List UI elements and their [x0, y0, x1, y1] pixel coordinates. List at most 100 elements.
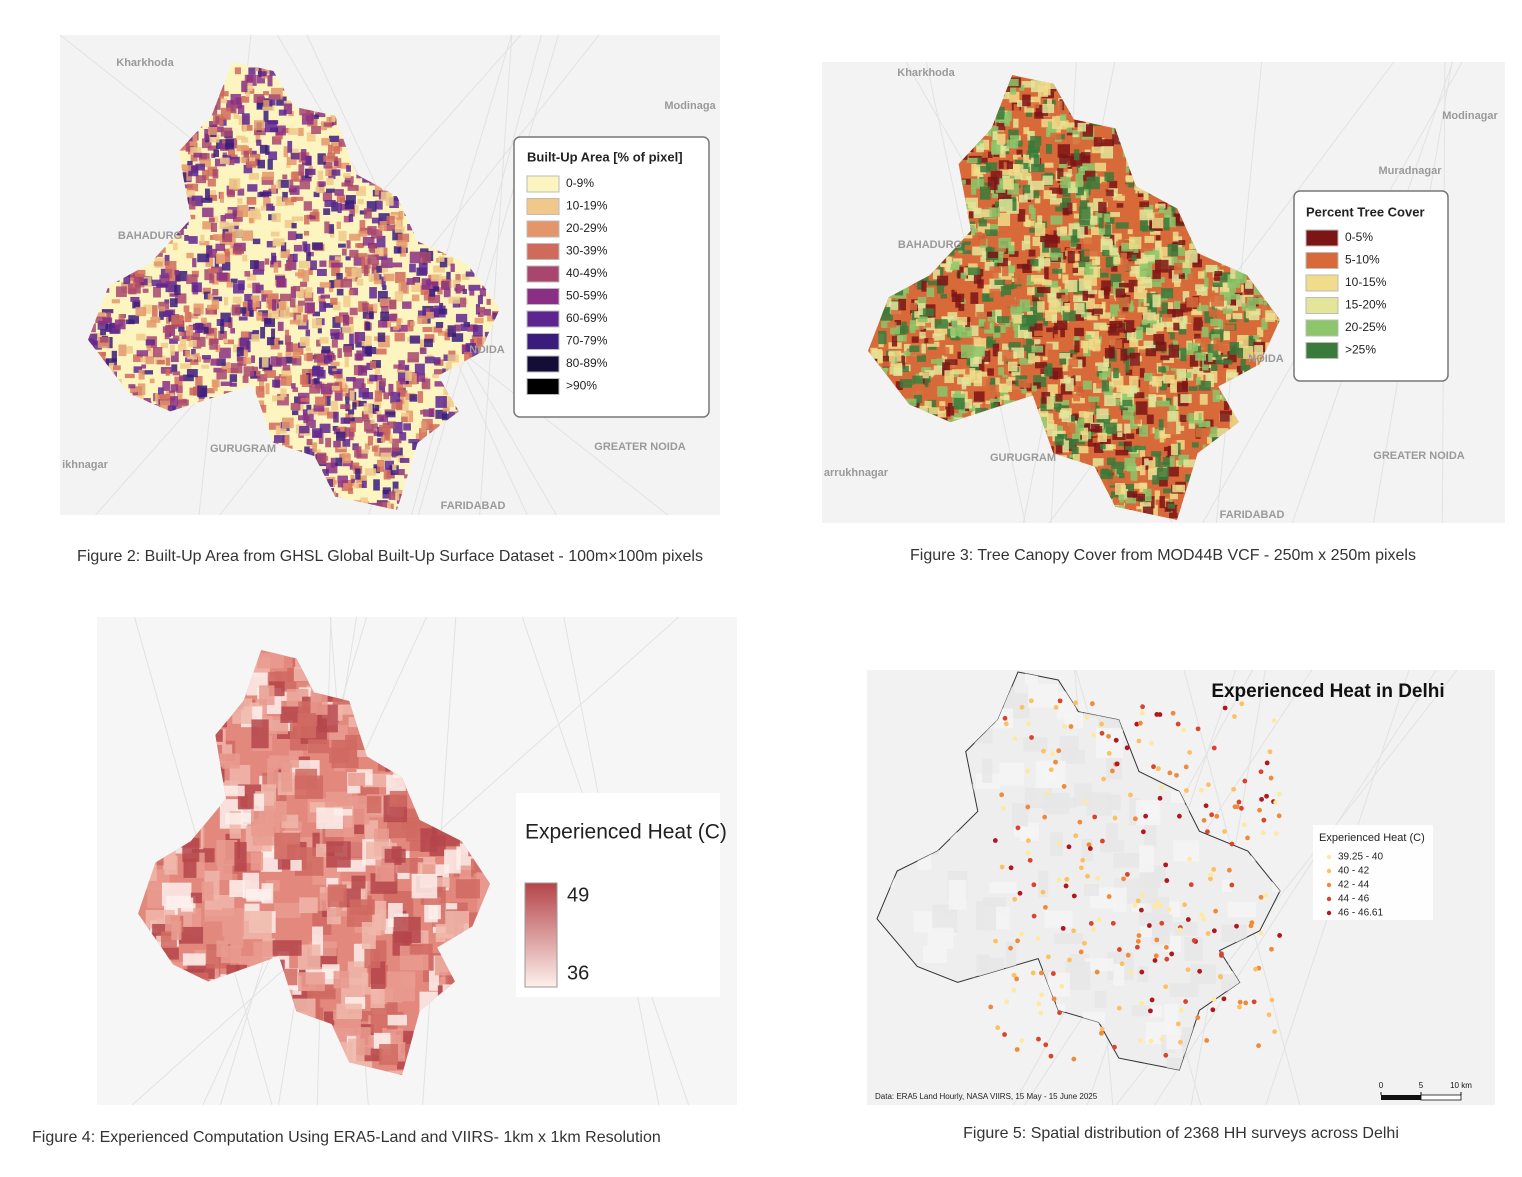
- texture-cell: [273, 238, 284, 245]
- texture-cell: [193, 153, 201, 158]
- texture-cell: [201, 365, 209, 369]
- texture-cell: [399, 211, 404, 219]
- texture-cell: [274, 435, 285, 443]
- texture-cell: [455, 325, 461, 332]
- texture-cell: [1152, 217, 1163, 229]
- texture-cell: [188, 236, 197, 244]
- texture-cell: [1223, 333, 1229, 341]
- texture-cell: [362, 303, 369, 311]
- texture-cell: [365, 468, 376, 475]
- texture-cell: [220, 322, 224, 333]
- texture-cell: [285, 330, 289, 336]
- texture-cell: [116, 286, 127, 297]
- texture-cell: [186, 253, 193, 258]
- texture-cell: [369, 311, 374, 318]
- texture-cell: [1172, 485, 1185, 493]
- texture-cell: [357, 199, 363, 204]
- texture-cell: [384, 470, 391, 480]
- texture-cell: [269, 94, 281, 99]
- texture-cell: [487, 299, 491, 305]
- texture-cell: [377, 460, 384, 466]
- texture-cell: [970, 292, 978, 304]
- texture-cell: [153, 287, 161, 298]
- texture-cell: [225, 213, 236, 219]
- texture-cell: [298, 164, 304, 175]
- texture-cell: [400, 458, 409, 463]
- texture-cell: [423, 327, 433, 332]
- texture-cell: [994, 280, 1005, 285]
- texture-cell: [317, 453, 327, 465]
- texture-cell: [425, 357, 435, 364]
- texture-cell: [448, 297, 460, 304]
- texture-cell: [138, 383, 145, 395]
- texture-cell: [211, 223, 217, 232]
- texture-cell: [145, 356, 154, 364]
- texture-cell: [187, 369, 198, 377]
- texture-cell: [342, 249, 347, 256]
- texture-cell: [1196, 377, 1201, 385]
- texture-cell: [332, 339, 338, 348]
- texture-cell: [249, 173, 259, 180]
- texture-cell: [334, 189, 343, 196]
- texture-cell: [1110, 212, 1120, 217]
- texture-cell: [185, 312, 192, 322]
- texture-cell: [968, 268, 981, 276]
- texture-cell: [209, 218, 215, 223]
- texture-cell: [202, 208, 213, 218]
- texture-cell: [291, 383, 296, 388]
- texture-cell: [429, 289, 435, 297]
- texture-cell: [220, 158, 230, 164]
- texture-cell: [1127, 333, 1134, 341]
- texture-cell: [344, 346, 352, 356]
- texture-cell: [408, 439, 418, 443]
- texture-cell: [1117, 203, 1124, 208]
- texture-cell: [315, 397, 327, 406]
- texture-cell: [342, 325, 354, 333]
- texture-cell: [205, 189, 210, 201]
- texture-cell: [967, 158, 978, 163]
- texture-cell: [1198, 271, 1205, 278]
- texture-cell: [299, 261, 310, 269]
- texture-cell: [112, 299, 120, 303]
- texture-cell: [1100, 444, 1106, 450]
- texture-cell: [280, 301, 286, 310]
- texture-cell: [115, 319, 126, 329]
- texture-cell: [350, 308, 358, 315]
- texture-cell: [357, 243, 363, 248]
- texture-cell: [1073, 268, 1078, 273]
- texture-cell: [350, 391, 355, 401]
- texture-cell: [965, 245, 972, 250]
- texture-cell: [338, 203, 342, 213]
- texture-cell: [265, 120, 277, 132]
- texture-cell: [376, 349, 386, 355]
- texture-cell: [323, 208, 330, 215]
- texture-cell: [1195, 338, 1200, 343]
- texture-cell: [394, 246, 402, 253]
- texture-cell: [1048, 229, 1053, 235]
- texture-cell: [238, 189, 245, 196]
- texture-cell: [233, 297, 242, 304]
- texture-cell: [185, 351, 190, 358]
- texture-cell: [229, 178, 240, 189]
- texture-cell: [300, 340, 310, 346]
- texture-cell: [420, 410, 425, 415]
- texture-cell: [170, 344, 175, 355]
- texture-cell: [303, 314, 308, 322]
- texture-cell: [1068, 251, 1075, 263]
- texture-cell: [250, 209, 261, 216]
- texture-cell: [342, 453, 350, 458]
- texture-cell: [384, 430, 389, 441]
- texture-cell: [322, 346, 331, 353]
- texture-cell: [349, 334, 354, 345]
- texture-cell: [384, 274, 395, 282]
- texture-cell: [376, 266, 381, 273]
- texture-cell: [410, 336, 420, 344]
- texture-cell: [209, 338, 218, 349]
- texture-cell: [456, 314, 467, 322]
- texture-cell: [231, 94, 241, 105]
- texture-cell: [195, 164, 205, 171]
- texture-cell: [298, 128, 304, 136]
- texture-cell: [184, 305, 190, 312]
- texture-cell: [1168, 504, 1175, 509]
- texture-cell: [1001, 286, 1011, 296]
